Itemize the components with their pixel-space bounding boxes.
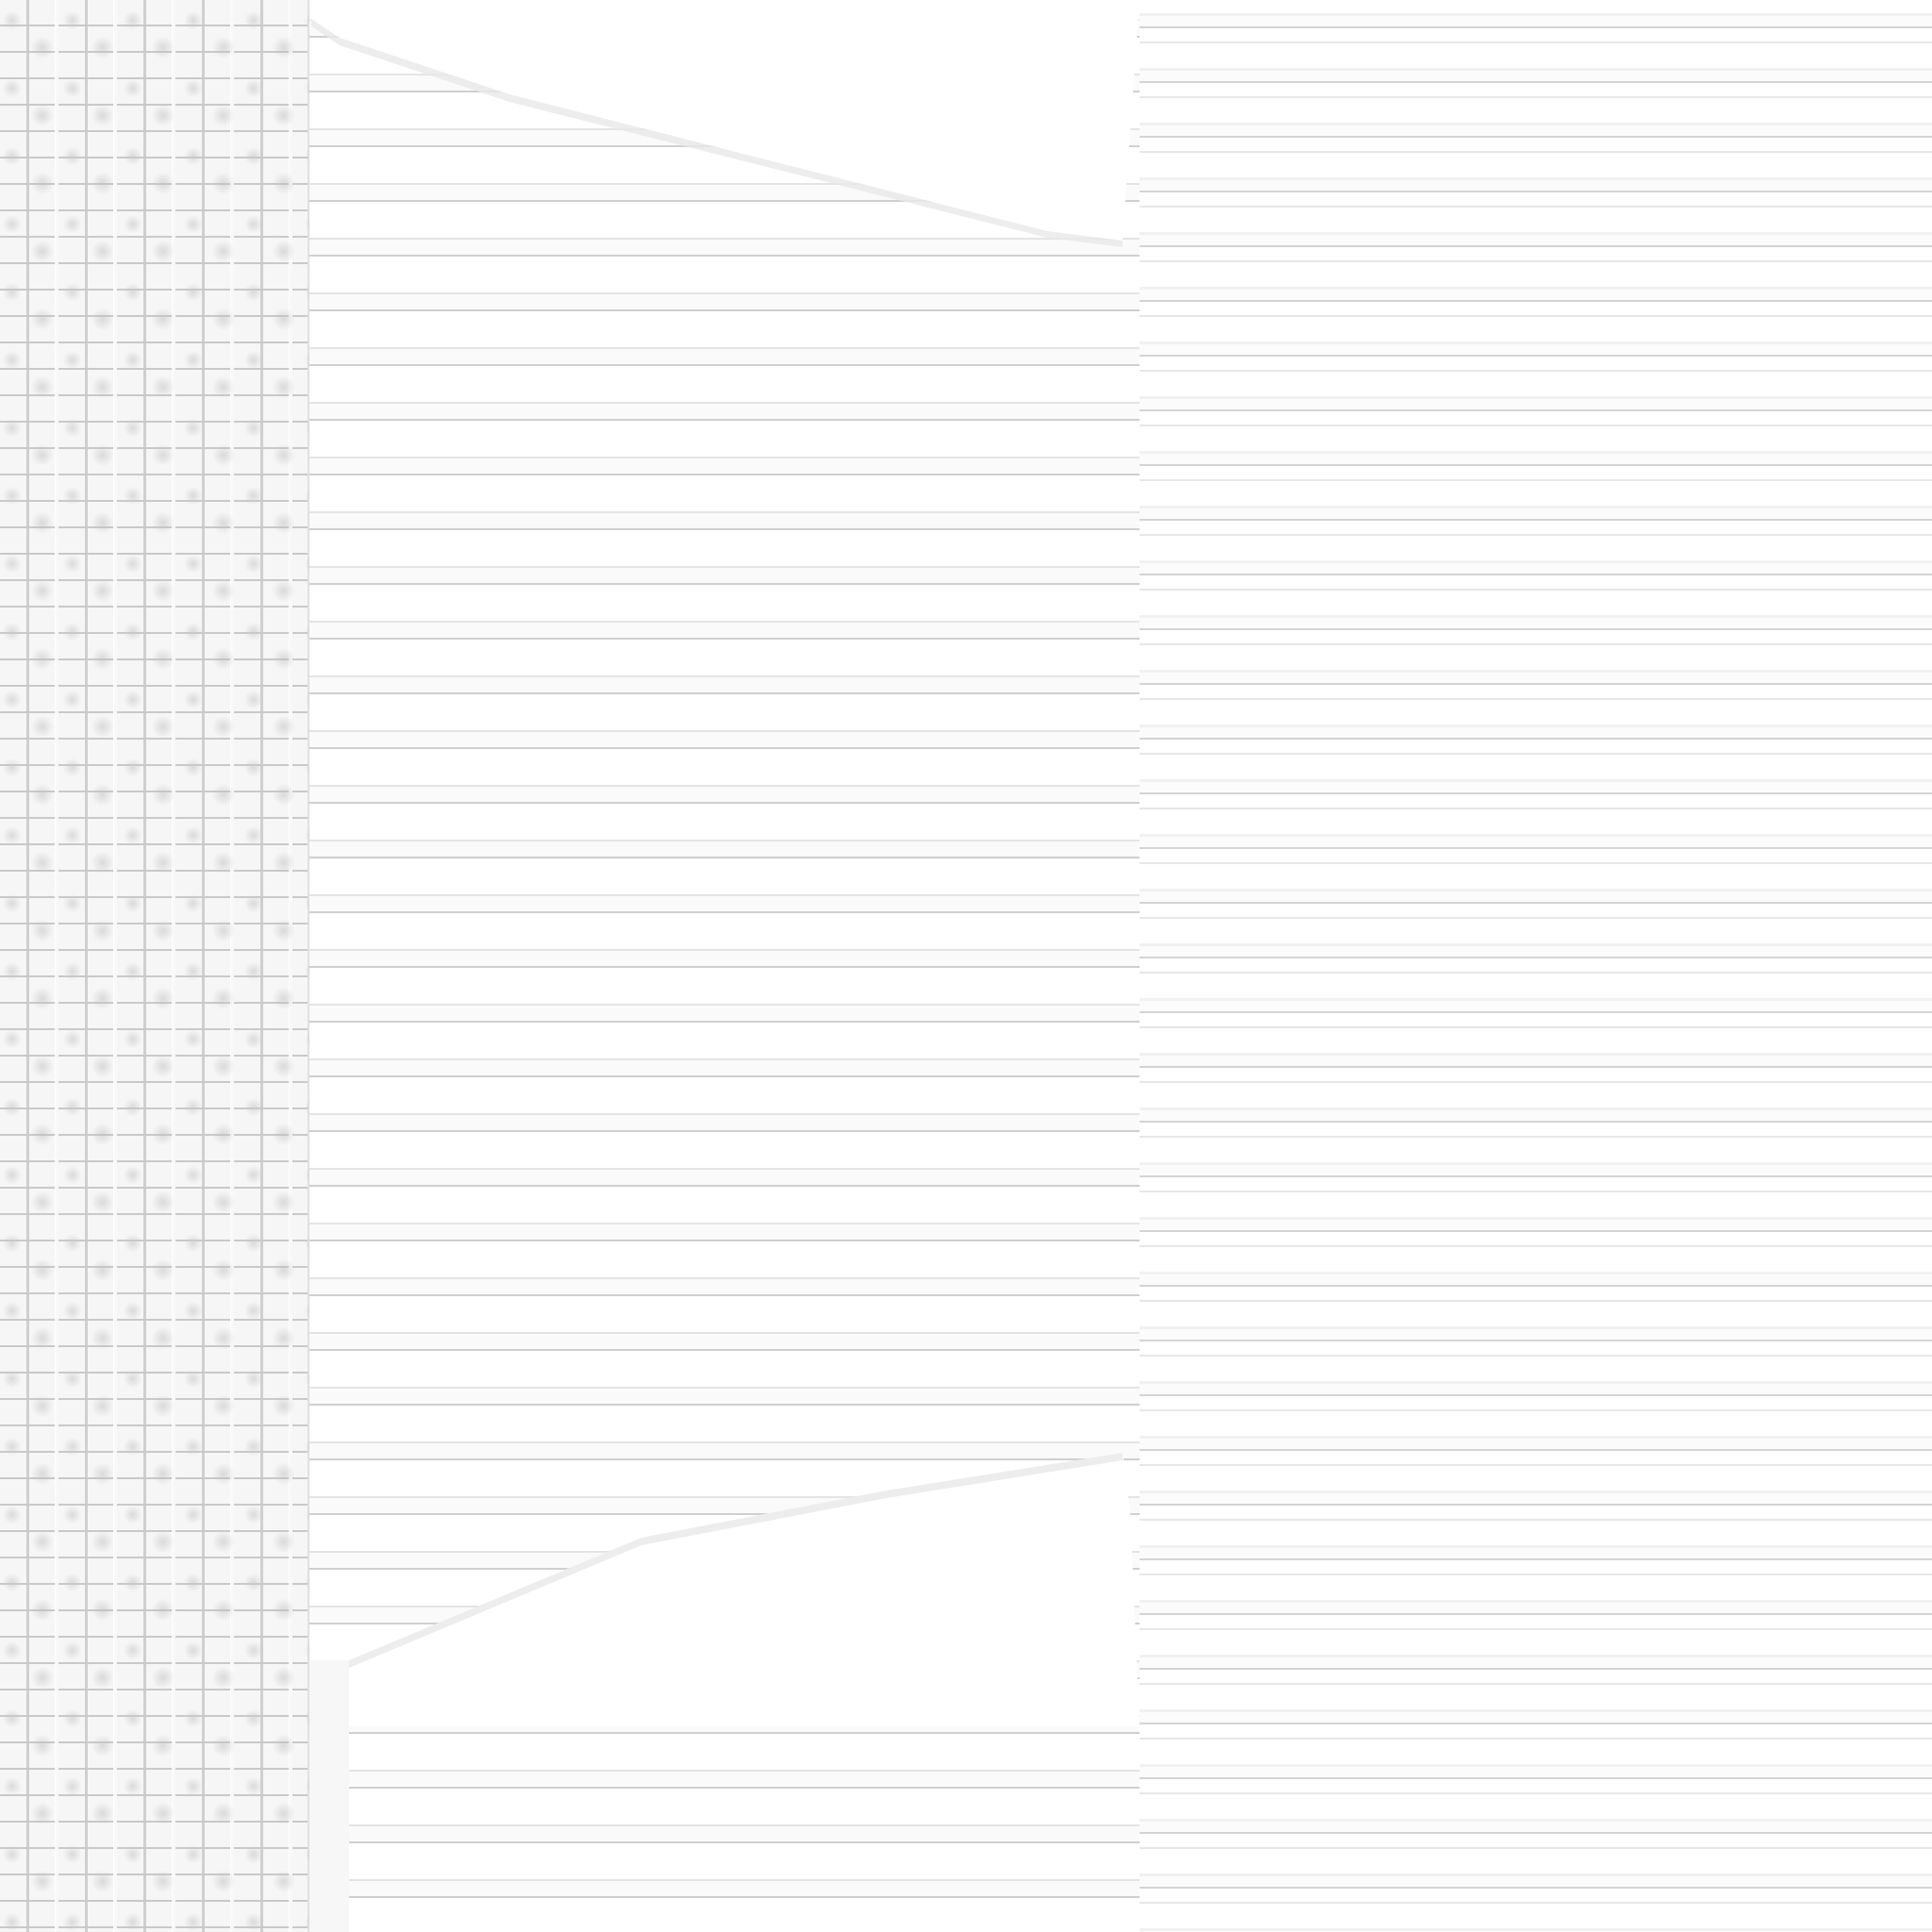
bottom-fold-pillar	[309, 1660, 349, 1932]
brick-texture-column	[0, 0, 309, 1932]
top-fold-shape	[309, 0, 1140, 241]
bottom-fold-shape	[349, 1453, 1140, 1726]
brick-column-speckle	[0, 0, 309, 1932]
